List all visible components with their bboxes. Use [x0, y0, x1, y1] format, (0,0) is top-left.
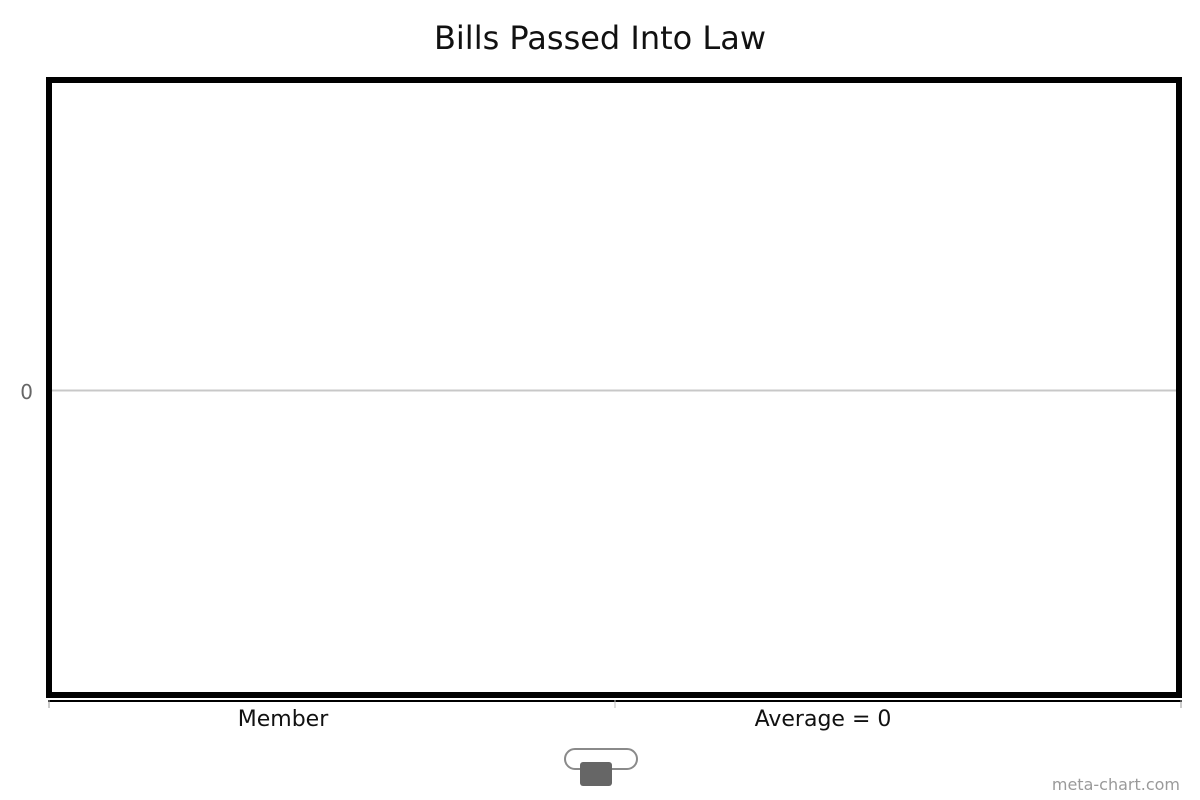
legend-toggle[interactable]: [564, 748, 638, 786]
chart-title: Bills Passed Into Law: [434, 19, 766, 57]
y-tick-label-0: 0: [20, 380, 33, 404]
legend-swatch[interactable]: [580, 762, 612, 786]
credit-watermark: meta-chart.com: [1052, 775, 1180, 794]
plot-area-frame: [46, 77, 1182, 698]
x-tick-label-average: Average = 0: [755, 707, 892, 732]
x-tick-label-member: Member: [238, 707, 329, 732]
